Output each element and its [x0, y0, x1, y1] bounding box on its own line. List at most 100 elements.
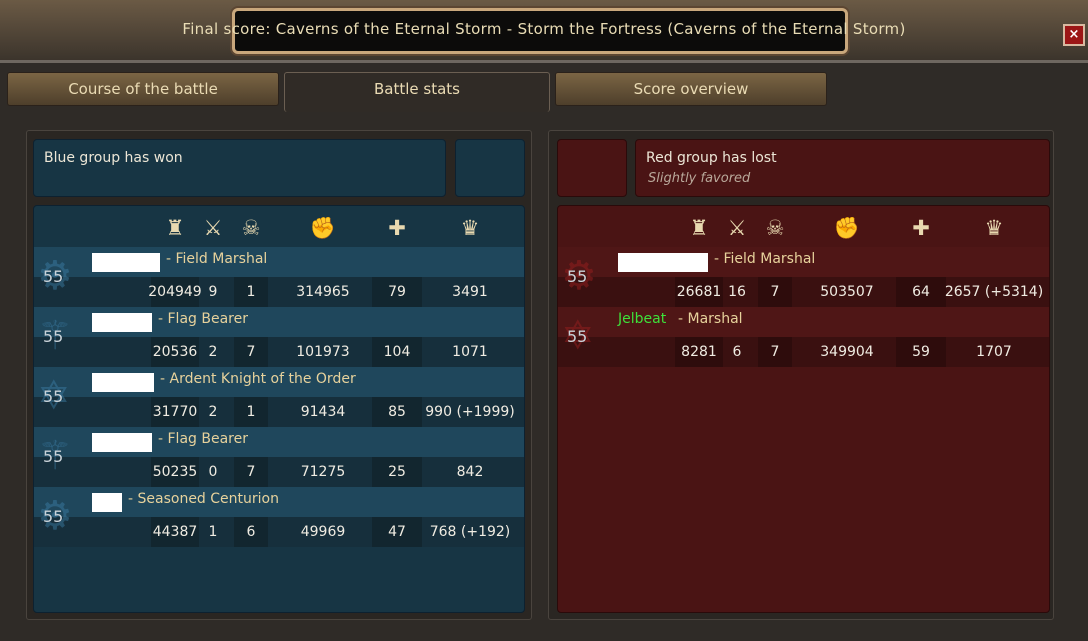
- title-plate: [232, 8, 848, 54]
- crossed-swords-icon: ⚔: [203, 216, 223, 240]
- stat-crown: 2657 (+5314): [944, 284, 1044, 300]
- player-name-redacted: [92, 253, 160, 272]
- blue-emblem-box: [455, 139, 525, 197]
- staff-class-icon: ⚚: [37, 433, 73, 479]
- player-row[interactable]: ⚙ 55 - Seasoned Centurion 44387 1 6 49969 47 768…: [34, 487, 524, 547]
- gear-class-icon: ⚙: [37, 253, 73, 299]
- column-shade: [675, 277, 723, 307]
- stat-fist: 503507: [820, 284, 874, 300]
- player-name-redacted: [92, 313, 152, 332]
- column-shade: [151, 457, 199, 487]
- stat-crown: 1707: [976, 344, 1012, 360]
- column-shade: [896, 277, 946, 307]
- stat-crossed-swords: 9: [208, 284, 218, 300]
- stat-fist: 314965: [296, 284, 350, 300]
- player-row[interactable]: ⚚ 55 - Flag Bearer 50235 0 7 71275 25 842: [34, 427, 524, 487]
- player-rank: - Flag Bearer: [158, 431, 248, 447]
- pentagram-class-icon: ✡: [561, 313, 595, 359]
- stat-tower: 8281: [681, 344, 717, 360]
- red-panel: Red group has lost Slightly favored ♜ ⚔ ☠ ✊…: [548, 130, 1054, 620]
- blue-status: Blue group has won: [44, 150, 183, 166]
- stat-crossed-swords: 16: [728, 284, 746, 300]
- player-level: 55: [43, 267, 64, 286]
- staff-class-icon: ⚚: [37, 313, 73, 359]
- player-row[interactable]: ⚙ 55 - Field Marshal 204949 9 1 314965 79 3491: [34, 247, 524, 307]
- stat-fist: 49969: [300, 524, 346, 540]
- stat-fist: 349904: [820, 344, 874, 360]
- column-shade: [372, 337, 422, 367]
- stat-heal-plus: 104: [383, 344, 411, 360]
- player-level: 55: [43, 507, 64, 526]
- stat-tower: 20536: [152, 344, 198, 360]
- crown-icon: ♛: [984, 216, 1004, 240]
- column-shade: [151, 277, 199, 307]
- stat-crown: 3491: [452, 284, 488, 300]
- stat-tower: 31770: [152, 404, 198, 420]
- stat-skull: 7: [246, 344, 256, 360]
- column-shade: [372, 277, 422, 307]
- column-shade: [234, 517, 268, 547]
- player-rank: - Field Marshal: [714, 251, 816, 267]
- player-row[interactable]: ⚙ 55 - Field Marshal 26681 16 7 503507 64 2657 (…: [558, 247, 1049, 307]
- stat-heal-plus: 59: [912, 344, 930, 360]
- stat-crossed-swords: 0: [208, 464, 218, 480]
- stat-crown: 1071: [452, 344, 488, 360]
- column-shade: [151, 397, 199, 427]
- player-rank: - Flag Bearer: [158, 311, 248, 327]
- red-emblem-box: [557, 139, 627, 197]
- window-title: Final score: Caverns of the Eternal Stor…: [182, 20, 906, 38]
- player-name-redacted: [92, 493, 122, 512]
- player-row[interactable]: ✡ 55 Jelbeat - Marshal 8281 6 7 349904 59 1707: [558, 307, 1049, 367]
- tower-icon: ♜: [165, 216, 185, 240]
- player-name-redacted: [92, 433, 152, 452]
- stat-fist: 101973: [296, 344, 350, 360]
- column-shade: [234, 397, 268, 427]
- tower-icon: ♜: [689, 216, 709, 240]
- stat-heal-plus: 79: [388, 284, 406, 300]
- stat-heal-plus: 47: [388, 524, 406, 540]
- player-name-redacted: [618, 253, 708, 272]
- column-shade: [675, 337, 723, 367]
- blue-stats-table: ♜ ⚔ ☠ ✊ ✚ ♛ ⚙ 55- Field Marshal 204949 9 1 314965 79…: [33, 205, 525, 613]
- column-shade: [758, 337, 792, 367]
- stat-crossed-swords: 6: [732, 344, 742, 360]
- tab-battle-stats[interactable]: Battle stats: [284, 72, 550, 112]
- gear-class-icon: ⚙: [37, 493, 73, 539]
- player-level: 55: [567, 327, 588, 346]
- column-shade: [234, 457, 268, 487]
- pentagram-class-icon: ✡: [37, 373, 71, 419]
- column-shade: [234, 277, 268, 307]
- gear-class-icon: ⚙: [561, 253, 597, 299]
- column-shade: [372, 517, 422, 547]
- heal-plus-icon: ✚: [388, 216, 406, 240]
- player-rank: - Field Marshal: [166, 251, 268, 267]
- player-level: 55: [43, 387, 64, 406]
- stat-crossed-swords: 1: [208, 524, 218, 540]
- column-shade: [151, 337, 199, 367]
- crown-icon: ♛: [460, 216, 480, 240]
- stat-crossed-swords: 2: [208, 404, 218, 420]
- blue-panel: Blue group has won ♜ ⚔ ☠ ✊ ✚ ♛ ⚙ 55- Field Mars…: [26, 130, 532, 620]
- player-row[interactable]: ⚚ 55 - Flag Bearer 20536 2 7 101973 104 1071: [34, 307, 524, 367]
- tab-course-of-the-battle[interactable]: Course of the battle: [7, 72, 279, 106]
- red-status-box: Red group has lost Slightly favored: [635, 139, 1050, 197]
- player-level: 55: [567, 267, 588, 286]
- fist-icon: ✊: [309, 216, 337, 240]
- player-name[interactable]: Jelbeat: [618, 311, 667, 327]
- stat-tower: 44387: [152, 524, 198, 540]
- player-row[interactable]: ✡ 55 - Ardent Knight of the Order 31770 2 1 91…: [34, 367, 524, 427]
- stat-skull: 6: [246, 524, 256, 540]
- player-level: 55: [43, 327, 64, 346]
- stat-crossed-swords: 2: [208, 344, 218, 360]
- player-name-redacted: [92, 373, 154, 392]
- heal-plus-icon: ✚: [912, 216, 930, 240]
- column-shade: [758, 277, 792, 307]
- stat-skull: 7: [770, 284, 780, 300]
- close-button[interactable]: ×: [1063, 24, 1085, 46]
- stat-crown: 842: [456, 464, 484, 480]
- red-substatus: Slightly favored: [648, 171, 751, 186]
- tab-score-overview[interactable]: Score overview: [555, 72, 827, 106]
- stat-crown: 768 (+192): [429, 524, 511, 540]
- stat-skull: 1: [246, 404, 256, 420]
- stat-tower: 26681: [676, 284, 722, 300]
